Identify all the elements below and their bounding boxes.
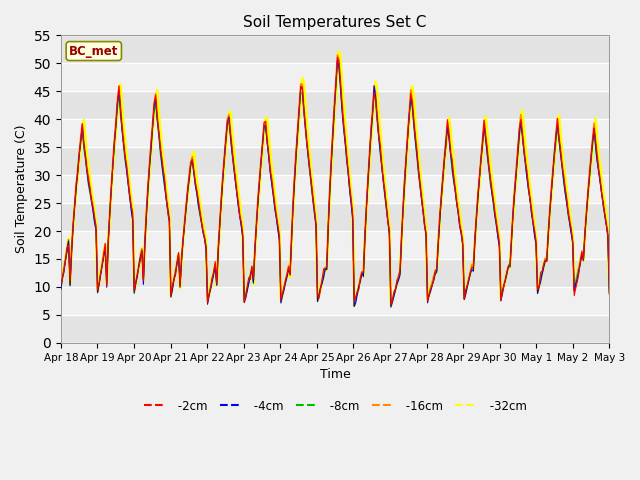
-4cm [221,154,228,160]
Line: -2cm: -2cm [61,57,609,304]
-8cm [578,252,586,257]
-32cm [605,289,613,295]
-32cm [387,303,395,309]
-4cm [387,304,395,310]
-8cm [605,288,613,294]
Line: -32cm: -32cm [61,51,609,306]
-8cm [124,181,132,187]
-16cm [297,81,305,86]
-32cm [239,225,246,231]
Line: -8cm: -8cm [61,64,609,306]
-8cm [350,303,358,309]
-8cm [333,61,341,67]
Bar [61,259,609,287]
-4cm [578,251,586,257]
-2cm [124,179,132,184]
-2cm [297,83,305,89]
-16cm [605,288,613,294]
Title: Soil Temperatures Set C: Soil Temperatures Set C [243,15,427,30]
-4cm [605,291,613,297]
-2cm [248,263,256,269]
-2cm [57,280,65,286]
-2cm [221,156,228,162]
-8cm [248,264,256,270]
-2cm [387,301,395,307]
Text: BC_met: BC_met [69,45,118,58]
-4cm [297,84,305,90]
Line: -4cm: -4cm [61,60,609,307]
Bar [61,315,609,343]
-4cm [57,287,65,292]
Legend:  -2cm,  -4cm,  -8cm,  -16cm,  -32cm: -2cm, -4cm, -8cm, -16cm, -32cm [139,395,531,417]
-32cm [578,251,586,256]
-16cm [124,177,132,183]
-8cm [239,233,246,239]
-32cm [297,96,305,101]
-4cm [248,267,256,273]
-16cm [221,152,228,158]
-4cm [333,58,341,63]
-32cm [57,283,65,289]
-16cm [57,283,65,289]
Bar [61,36,609,63]
-2cm [333,54,341,60]
-2cm [605,291,613,297]
-32cm [124,167,132,173]
-2cm [578,248,586,254]
Bar [61,147,609,175]
Y-axis label: Soil Temperature (C): Soil Temperature (C) [15,125,28,253]
-8cm [57,287,65,292]
-8cm [221,157,228,163]
-16cm [248,264,256,270]
-8cm [297,90,305,96]
Line: -16cm: -16cm [61,55,609,306]
-4cm [124,181,132,187]
Bar [61,203,609,231]
-32cm [248,266,256,272]
-16cm [578,251,586,256]
-32cm [335,48,343,54]
-4cm [239,235,246,240]
-16cm [239,232,246,238]
X-axis label: Time: Time [320,368,351,381]
-16cm [333,52,341,58]
-2cm [239,231,246,237]
-16cm [350,303,358,309]
-32cm [221,162,228,168]
Bar [61,91,609,119]
